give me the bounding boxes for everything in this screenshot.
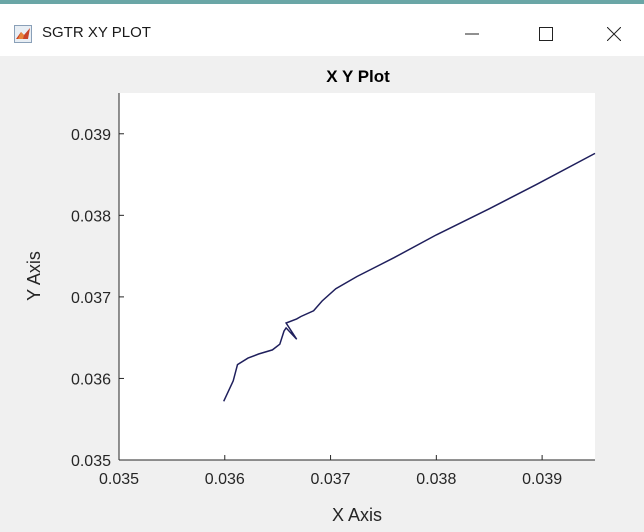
minimize-button[interactable] bbox=[442, 8, 502, 60]
matlab-figure-icon bbox=[14, 25, 32, 43]
x-tick-label: 0.035 bbox=[99, 471, 139, 488]
axis-ticks: 0.035 0.036 0.037 0.038 0.039 0.035 0.036 0.037… bbox=[71, 127, 562, 488]
xy-plot-chart: X Y Plot 0.035 0.036 0.037 0.038 0.0390.0350… bbox=[24, 67, 596, 525]
y-tick-label: 0.035 bbox=[71, 453, 111, 470]
x-tick-label: 0.036 bbox=[205, 471, 245, 488]
window-titlebar[interactable]: SGTR XY PLOT bbox=[0, 4, 644, 56]
close-icon bbox=[607, 27, 621, 41]
y-axis-label: Y Axis bbox=[24, 251, 44, 301]
maximize-icon bbox=[539, 27, 553, 41]
y-tick-label: 0.038 bbox=[71, 208, 111, 225]
close-button[interactable] bbox=[584, 8, 644, 60]
y-tick-label: 0.036 bbox=[71, 371, 111, 388]
window-top-accent bbox=[0, 0, 644, 4]
window-title: SGTR XY PLOT bbox=[42, 24, 151, 41]
x-tick-label: 0.037 bbox=[311, 471, 351, 488]
y-tick-label: 0.039 bbox=[71, 127, 111, 144]
series-line bbox=[223, 152, 596, 402]
minimize-icon bbox=[465, 33, 479, 35]
chart-title: X Y Plot bbox=[326, 67, 390, 86]
x-tick-label: 0.039 bbox=[522, 471, 562, 488]
x-tick-label: 0.038 bbox=[416, 471, 456, 488]
x-axis-label: X Axis bbox=[332, 505, 382, 525]
y-tick-label: 0.037 bbox=[71, 290, 111, 307]
figure-area: X Y Plot 0.035 0.036 0.037 0.038 0.039 0.035 0… bbox=[0, 56, 644, 527]
maximize-button[interactable] bbox=[516, 8, 576, 60]
